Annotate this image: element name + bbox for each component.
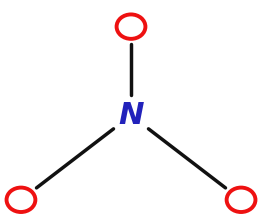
Text: N: N (118, 101, 144, 130)
